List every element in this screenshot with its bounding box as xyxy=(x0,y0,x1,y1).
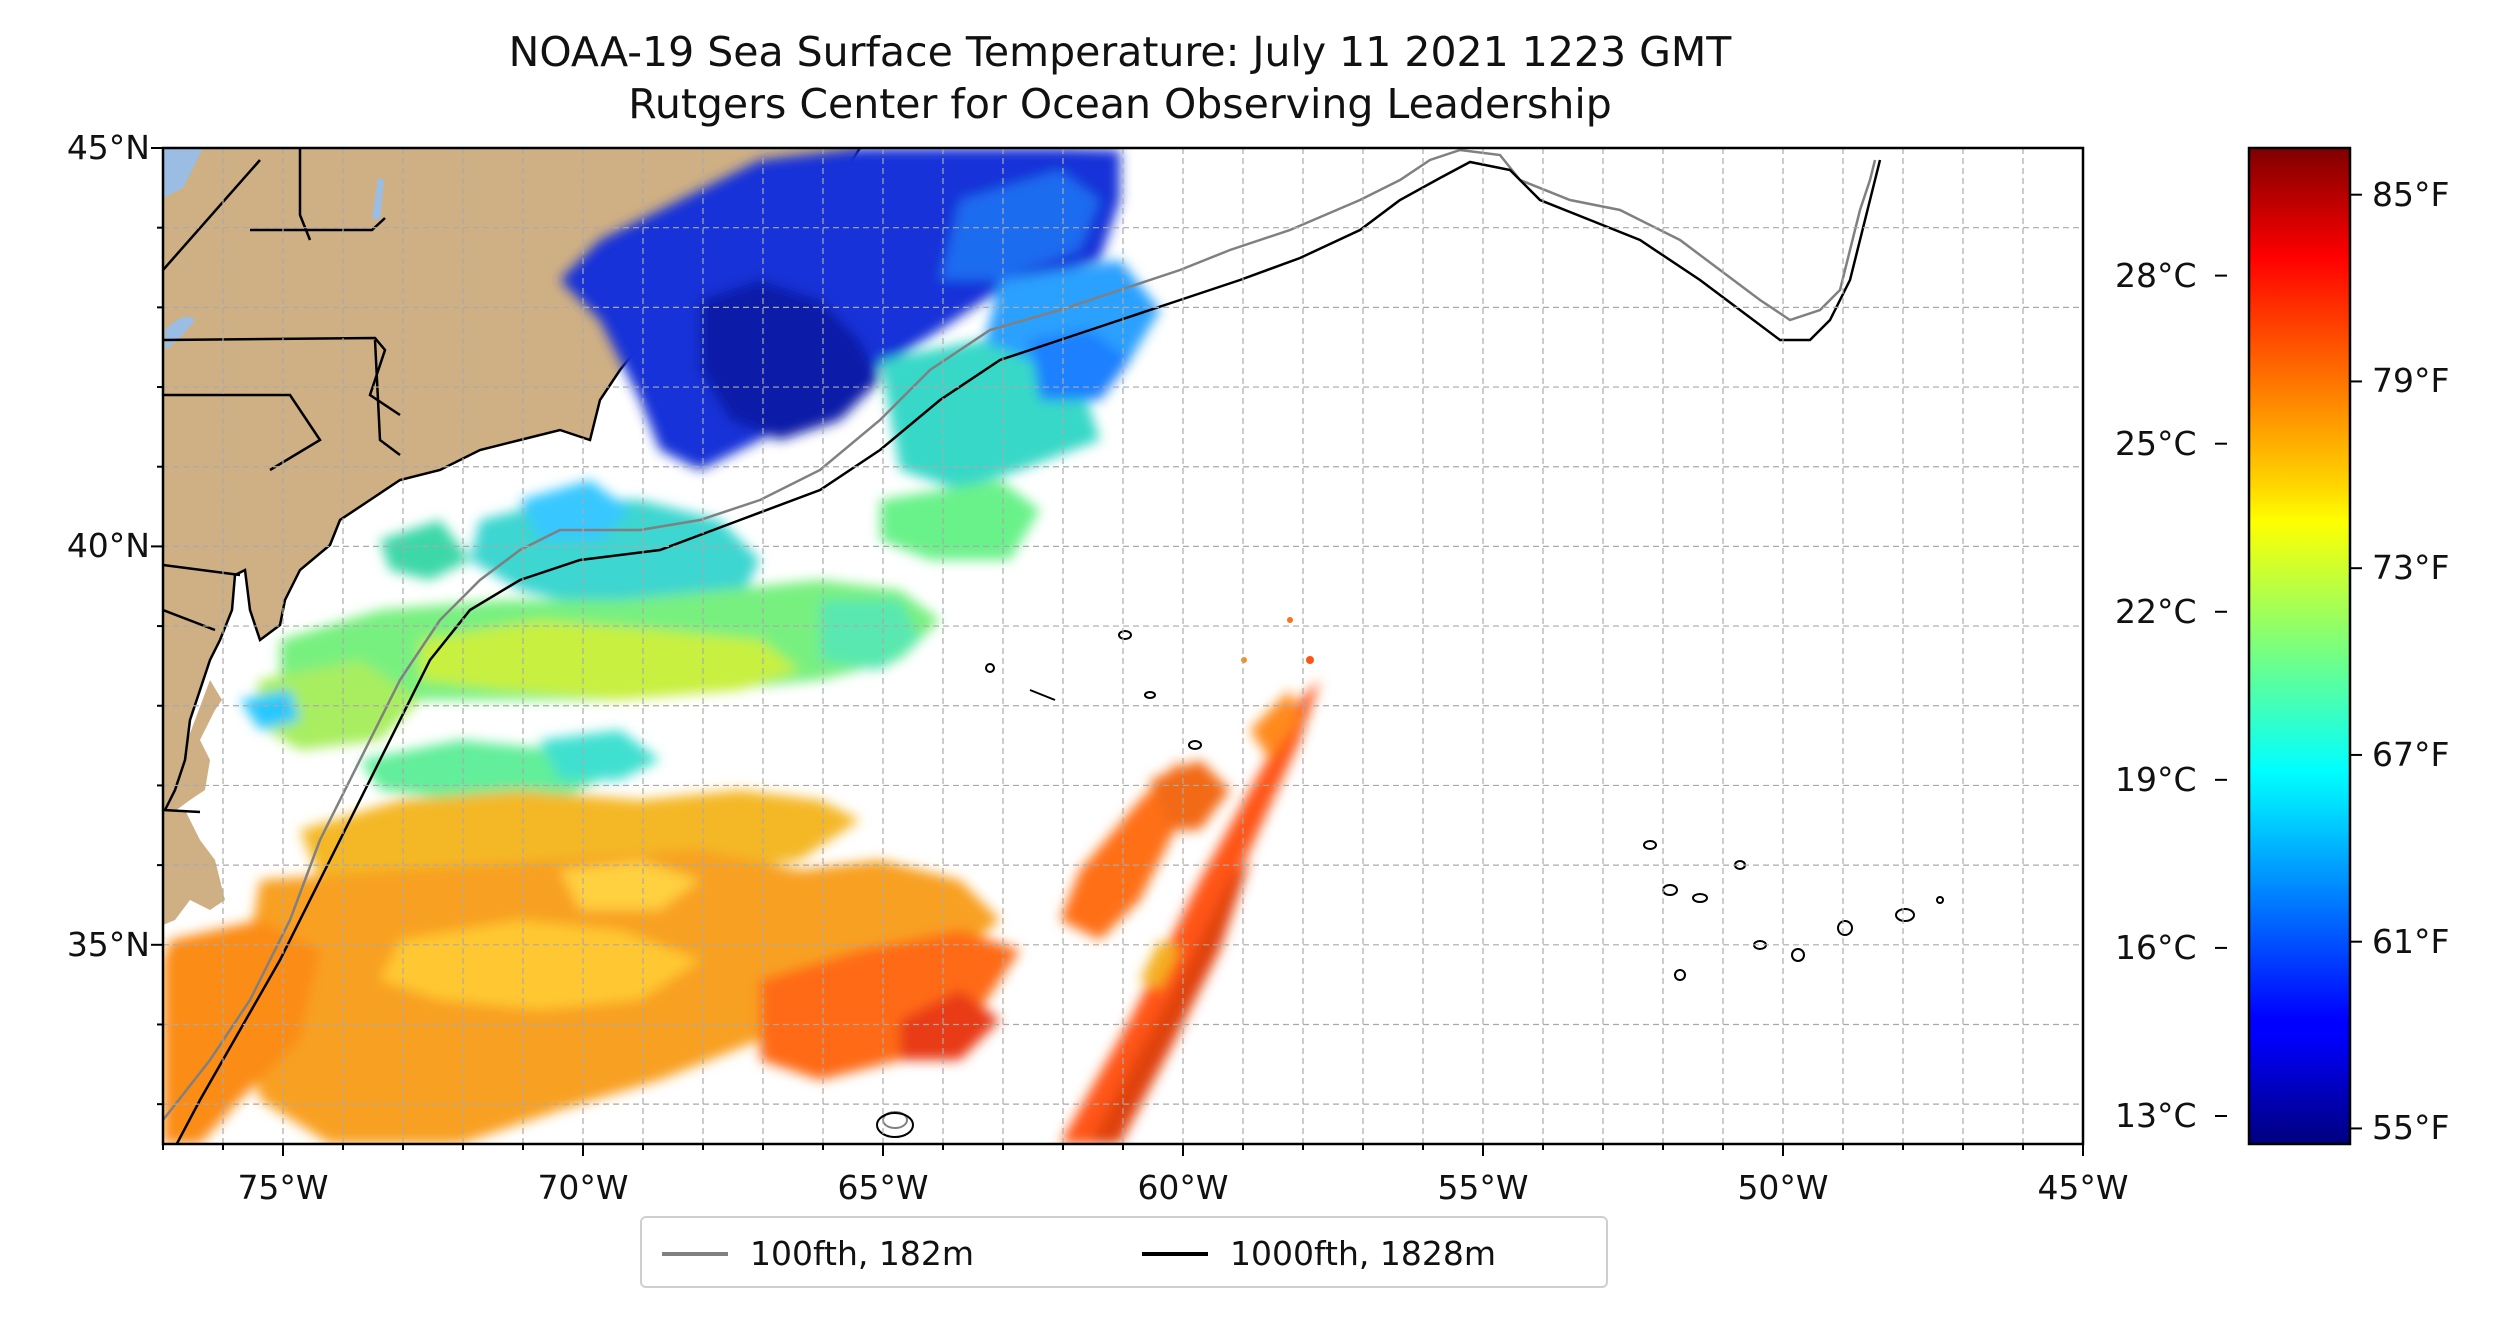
legend-item-1000fth: 1000fth, 1828m xyxy=(1142,1234,1496,1274)
gridlines xyxy=(163,148,2083,1144)
colorbar-tick-marks xyxy=(2215,193,2362,1130)
contour-100fth xyxy=(163,148,1877,1121)
lake xyxy=(163,148,203,198)
land-carolinas xyxy=(163,810,225,925)
colorbar-f-label: 67°F xyxy=(2372,734,2450,774)
colorbar-f-label: 85°F xyxy=(2372,174,2450,214)
colorbar xyxy=(2247,146,2352,1146)
x-tick-label: 55°W xyxy=(1437,1168,1529,1207)
contour-1000fth xyxy=(175,159,1882,1144)
x-tick-label: 60°W xyxy=(1137,1168,1229,1207)
colorbar-f-label: 55°F xyxy=(2372,1108,2450,1148)
x-tick-label: 70°W xyxy=(537,1168,629,1207)
colorbar-c-label: 13°C xyxy=(2115,1095,2197,1135)
y-tick-label: 35°N xyxy=(66,924,150,964)
colorbar-c-label: 16°C xyxy=(2115,927,2197,967)
legend-swatch-gray xyxy=(662,1252,728,1256)
colorbar-c-label: 22°C xyxy=(2115,591,2197,631)
legend-swatch-black xyxy=(1142,1252,1208,1256)
y-tick-label: 45°N xyxy=(66,128,150,167)
y-tick-label: 40°N xyxy=(66,526,150,566)
x-tick-label: 50°W xyxy=(1737,1168,1829,1207)
x-tick-label: 75°W xyxy=(237,1168,329,1207)
legend-label-100fth: 100fth, 182m xyxy=(750,1234,974,1273)
x-tick-label: 45°W xyxy=(2037,1168,2129,1207)
land-mass-mainland xyxy=(163,148,900,820)
y-tick-marks xyxy=(151,147,163,1106)
lake xyxy=(165,316,195,350)
colorbar-f-label: 73°F xyxy=(2372,548,2450,588)
map-title: NOAA-19 Sea Surface Temperature: July 11… xyxy=(508,28,1732,76)
sst-field xyxy=(163,148,1320,1144)
x-tick-label: 65°W xyxy=(837,1168,929,1207)
colorbar-f-label: 61°F xyxy=(2372,921,2450,961)
colorbar-c-label: 19°C xyxy=(2115,759,2197,799)
legend-item-100fth: 100fth, 182m xyxy=(662,1234,974,1274)
state-borders xyxy=(163,148,401,814)
colorbar-c-label: 28°C xyxy=(2115,255,2197,295)
map-area xyxy=(163,148,2083,1144)
colorbar-f-label: 79°F xyxy=(2372,361,2450,401)
legend-label-1000fth: 1000fth, 1828m xyxy=(1230,1234,1496,1273)
legend: 100fth, 182m 1000fth, 1828m xyxy=(640,1216,1608,1288)
map-subtitle: Rutgers Center for Ocean Observing Leade… xyxy=(628,80,1612,128)
lake xyxy=(372,178,384,220)
colorbar-c-label: 25°C xyxy=(2115,423,2197,463)
x-tick-marks xyxy=(162,1144,2084,1156)
